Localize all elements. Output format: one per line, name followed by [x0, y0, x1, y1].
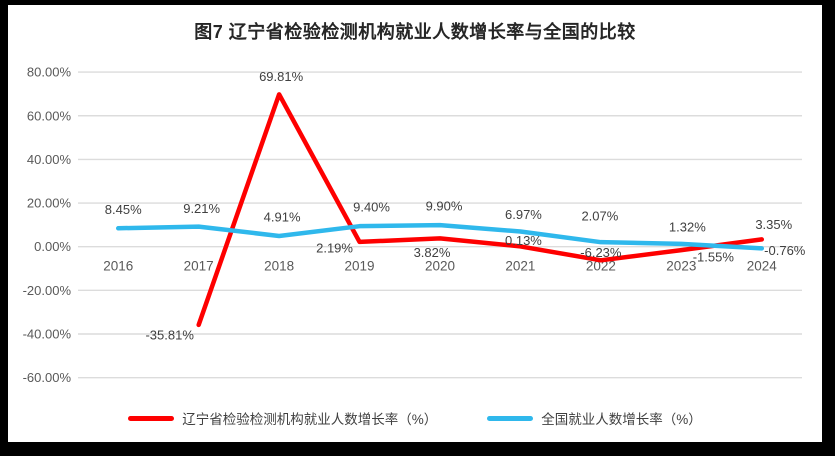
- data-label: -35.81%: [145, 327, 194, 342]
- data-label: 2.19%: [316, 240, 353, 255]
- y-tick-label: 0.00%: [34, 239, 71, 254]
- y-tick-label: 40.00%: [27, 152, 72, 167]
- x-tick-label: 2018: [264, 259, 294, 274]
- data-label: 3.35%: [755, 217, 792, 232]
- x-tick-label: 2022: [586, 259, 616, 274]
- data-label: 9.40%: [353, 200, 390, 215]
- data-label: 8.45%: [105, 202, 142, 217]
- data-label: 4.91%: [264, 209, 301, 224]
- data-label: 1.32%: [669, 219, 706, 234]
- legend-label-national: 全国就业人数增长率（%）: [541, 412, 702, 427]
- y-tick-label: 80.00%: [27, 65, 72, 80]
- legend-item-national: 全国就业人数增长率（%）: [487, 408, 702, 428]
- legend-swatch-red: [128, 415, 175, 421]
- data-label: 9.90%: [426, 199, 463, 214]
- y-tick-label: -60.00%: [23, 370, 72, 385]
- x-tick-label: 2023: [666, 259, 696, 274]
- data-label: 2.07%: [581, 209, 618, 224]
- x-tick-label: 2020: [425, 259, 455, 274]
- x-tick-label: 2019: [345, 259, 375, 274]
- data-label: -1.55%: [693, 250, 735, 265]
- x-tick-label: 2021: [505, 259, 535, 274]
- data-label: -0.76%: [764, 243, 806, 258]
- legend-label-liaoning: 辽宁省检验检测机构就业人数增长率（%）: [182, 412, 438, 427]
- data-label: 9.21%: [183, 201, 220, 216]
- x-tick-label: 2017: [184, 259, 214, 274]
- y-tick-label: 60.00%: [27, 108, 72, 123]
- data-label: 0.13%: [505, 233, 542, 248]
- y-tick-label: 20.00%: [27, 196, 72, 211]
- chart-title: 图7 辽宁省检验检测机构就业人数增长率与全国的比较: [194, 22, 636, 42]
- plot-area: 80.00% 60.00% 40.00% 20.00% 0.00% -20.00% -40.…: [23, 65, 806, 386]
- data-label: -6.23%: [580, 245, 622, 260]
- data-label: 6.97%: [505, 207, 542, 222]
- data-label: 3.82%: [414, 245, 451, 260]
- chart-frame: 图7 辽宁省检验检测机构就业人数增长率与全国的比较 80.00% 60.00% 40…: [8, 5, 822, 442]
- legend-item-liaoning: 辽宁省检验检测机构就业人数增长率（%）: [128, 408, 437, 428]
- y-tick-label: -40.00%: [23, 327, 72, 342]
- data-label: 69.81%: [259, 69, 304, 84]
- y-tick-label: -20.00%: [23, 283, 72, 298]
- x-tick-label: 2024: [747, 259, 778, 274]
- legend: 辽宁省检验检测机构就业人数增长率（%） 全国就业人数增长率（%）: [8, 408, 822, 428]
- legend-swatch-blue: [487, 415, 534, 421]
- x-tick-label: 2016: [103, 259, 133, 274]
- series-line-0: [196, 92, 765, 328]
- series-line-1: [115, 222, 765, 251]
